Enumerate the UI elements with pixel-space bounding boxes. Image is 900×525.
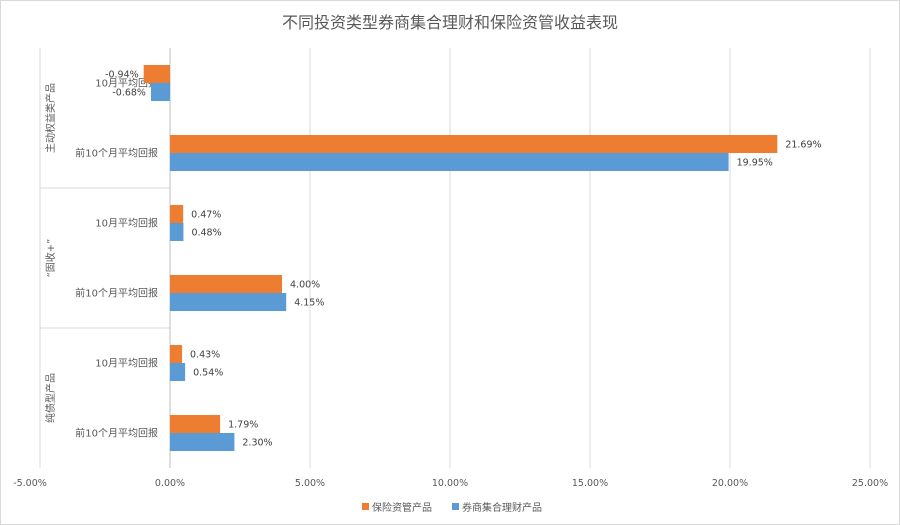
bar-series-2-category-6: [170, 433, 235, 451]
data-label: -0.68%: [112, 88, 146, 99]
bar-series-1-category-1: [143, 65, 170, 83]
legend-swatch: [452, 503, 459, 510]
legend-label: 券商集合理财产品: [462, 501, 542, 514]
bar-series-2-category-1: [150, 83, 170, 101]
group-label: “固收+”: [44, 239, 57, 278]
x-tick-label: 10.00%: [432, 478, 468, 489]
category-label: 前10个月平均回报: [75, 427, 158, 440]
data-label: 2.30%: [242, 438, 272, 449]
legend-item: 券商集合理财产品: [452, 501, 542, 514]
x-tick-label: -5.00%: [13, 478, 47, 489]
data-label: 21.69%: [785, 140, 821, 151]
x-tick-label: 0.00%: [155, 478, 185, 489]
legend-swatch: [362, 503, 369, 510]
data-label: 0.54%: [193, 368, 223, 379]
bar-series-1-category-4: [170, 275, 282, 293]
x-tick-label: 25.00%: [852, 478, 888, 489]
category-label: 10月平均回报: [95, 357, 158, 370]
bar-series-1-category-2: [170, 135, 778, 153]
gridlines: [309, 48, 871, 468]
data-label: 1.79%: [228, 420, 258, 431]
bar-series-2-category-4: [170, 293, 287, 311]
data-label: 0.43%: [190, 350, 220, 361]
bar-series-2-category-2: [170, 153, 729, 171]
x-tick-label: 5.00%: [295, 478, 325, 489]
category-label: 前10个月平均回报: [75, 287, 158, 300]
bar-series-1-category-6: [170, 415, 221, 433]
bar-series-1-category-3: [170, 205, 184, 223]
x-axis-tick-labels: -5.00% 0.00% 5.00% 10.00% 15.00% 20.00% 25.00%: [13, 478, 888, 489]
data-label: -0.94%: [105, 70, 139, 81]
data-label: 4.00%: [290, 280, 320, 291]
category-label: 前10个月平均回报: [75, 147, 158, 160]
x-tick-label: 20.00%: [712, 478, 748, 489]
legend: 保险资管产品 券商集合理财产品: [362, 501, 542, 514]
bars: [143, 65, 778, 451]
category-label: 10月平均回报: [95, 217, 158, 230]
data-label: 0.47%: [191, 210, 221, 221]
category-label: 10月平均回报: [95, 77, 158, 90]
data-label: 4.15%: [294, 298, 324, 309]
data-label: 0.48%: [191, 228, 221, 239]
x-tick-label: 15.00%: [572, 478, 608, 489]
bar-series-2-category-5: [170, 363, 186, 381]
chart-title: 不同投资类型券商集合理财和保险资管收益表现: [282, 13, 618, 32]
category-axis: 主动权益类产品“固收+”纯债型产品10月平均回报前10个月平均回报10月平均回报…: [39, 48, 171, 468]
legend-item: 保险资管产品: [362, 501, 432, 514]
group-label: 纯债型产品: [44, 373, 57, 423]
data-label: 19.95%: [737, 158, 773, 169]
legend-label: 保险资管产品: [372, 501, 432, 514]
group-label: 主动权益类产品: [44, 83, 57, 153]
bar-series-2-category-3: [170, 223, 184, 241]
data-labels: -0.94% 21.69% 0.47% 4.00% 0.43% 1.79% -0.68% 19…: [105, 70, 821, 449]
bar-series-1-category-5: [170, 345, 183, 363]
